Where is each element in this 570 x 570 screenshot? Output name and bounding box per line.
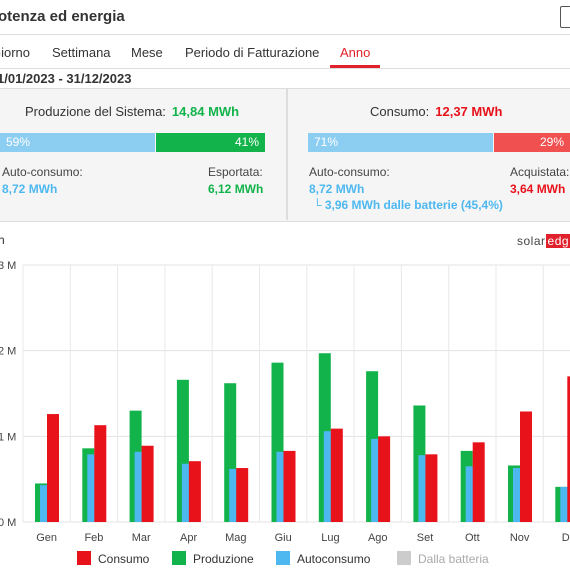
consumption-selfconsumption-label: Auto-consumo: bbox=[309, 165, 390, 179]
legend-produzione[interactable]: Produzione bbox=[172, 551, 254, 567]
period-tabs: Giorno Settimana Mese Periodo di Fattura… bbox=[0, 36, 570, 69]
production-selfconsumption-segment: 59% bbox=[0, 133, 155, 152]
legend-label-dalla-batteria: Dalla batteria bbox=[418, 552, 489, 566]
x-tick-label: Di bbox=[562, 532, 570, 544]
production-selfconsumption-label: Auto-consumo: bbox=[2, 165, 83, 179]
page-header: otenza ed energia bbox=[0, 0, 570, 35]
tab-anno[interactable]: Anno bbox=[340, 45, 371, 60]
bar-consumo-giu bbox=[283, 450, 296, 522]
x-tick-label: Feb bbox=[84, 532, 103, 544]
x-tick-label: Set bbox=[417, 532, 434, 544]
bar-consumo-ago bbox=[378, 436, 391, 522]
x-tick-label: Giu bbox=[275, 532, 292, 544]
bar-consumo-set bbox=[425, 454, 438, 522]
battery-contribution-note: └ 3,96 MWh dalle batterie (45,4%) bbox=[313, 198, 503, 212]
consumption-title: Consumo: bbox=[370, 104, 430, 119]
legend-swatch-autoconsumo bbox=[276, 551, 290, 565]
x-tick-label: Apr bbox=[180, 532, 197, 544]
y-tick-label: 0 M bbox=[0, 517, 16, 529]
x-tick-label: Lug bbox=[321, 532, 339, 544]
bar-consumo-mag bbox=[236, 468, 249, 522]
consumption-value: 12,37 MWh bbox=[435, 104, 503, 119]
energy-bar-chart: 0 M 1 M 2 M 3 M Gen Feb Mar Apr Mag Giu Lug Ago Set O… bbox=[0, 260, 570, 544]
bar-consumo-ott bbox=[472, 442, 485, 522]
tab-periodo-fatturazione[interactable]: Periodo di Fatturazione bbox=[185, 45, 320, 60]
production-selfconsumption-value: 8,72 MWh bbox=[2, 182, 58, 196]
production-title: Produzione del Sistema: bbox=[25, 104, 166, 119]
y-tick-label: 3 M bbox=[0, 260, 16, 272]
page-title: otenza ed energia bbox=[0, 8, 125, 25]
x-tick-label: Nov bbox=[510, 532, 530, 544]
x-tick-label: Ago bbox=[368, 532, 388, 544]
bar-consumo-feb bbox=[94, 425, 107, 522]
consumption-summary-title: Consumo: 12,37 MWh bbox=[370, 104, 502, 119]
x-tick-label: Mar bbox=[132, 532, 151, 544]
consumption-purchased-label: Acquistata: bbox=[510, 165, 570, 179]
x-tick-label: Ott bbox=[465, 532, 480, 544]
legend-swatch-consumo bbox=[77, 551, 91, 565]
active-tab-indicator bbox=[330, 65, 380, 68]
production-summary-title: Produzione del Sistema: 14,84 MWh bbox=[25, 104, 239, 119]
legend-autoconsumo[interactable]: Autoconsumo bbox=[276, 551, 370, 567]
tab-settimana[interactable]: Settimana bbox=[52, 45, 111, 60]
bar-consumo-nov bbox=[520, 411, 532, 522]
tab-mese[interactable]: Mese bbox=[131, 45, 163, 60]
legend-consumo[interactable]: Consumo bbox=[77, 551, 149, 567]
y-tick-label: 2 M bbox=[0, 346, 16, 358]
energy-summary: Produzione del Sistema: 14,84 MWh 59% 41%… bbox=[0, 88, 570, 222]
logo-text-solar: solar bbox=[517, 234, 546, 248]
bar-autoconsumo-di bbox=[560, 486, 570, 522]
consumption-bar: 71% 29% bbox=[308, 133, 570, 152]
bar-consumo-lug bbox=[330, 428, 343, 522]
bar-consumo-mar bbox=[141, 445, 154, 522]
bar-consumo-di bbox=[567, 376, 570, 522]
production-exported-value: 6,12 MWh bbox=[208, 182, 264, 196]
consumption-selfconsumption-value: 8,72 MWh bbox=[309, 182, 365, 196]
legend-dalla-batteria[interactable]: Dalla batteria bbox=[397, 551, 489, 567]
legend-swatch-produzione bbox=[172, 551, 186, 565]
legend-label-produzione: Produzione bbox=[193, 552, 254, 566]
tab-giorno[interactable]: Giorno bbox=[0, 45, 31, 60]
summary-divider bbox=[286, 88, 288, 220]
production-exported-label: Esportata: bbox=[208, 165, 263, 179]
legend-label-consumo: Consumo bbox=[98, 552, 150, 566]
bar-consumo-apr bbox=[188, 461, 201, 522]
x-tick-label: Gen bbox=[36, 532, 57, 544]
x-tick-label: Mag bbox=[225, 532, 246, 544]
legend-swatch-dalla-batteria bbox=[397, 551, 411, 565]
production-bar: 59% 41% bbox=[0, 133, 265, 152]
production-exported-segment: 41% bbox=[156, 133, 265, 152]
consumption-selfconsumption-segment: 71% bbox=[308, 133, 493, 152]
solaredge-logo: solar edg bbox=[517, 234, 570, 248]
bar-consumo-gen bbox=[47, 414, 59, 522]
legend-label-autoconsumo: Autoconsumo bbox=[297, 552, 371, 566]
logo-text-edge: edg bbox=[545, 234, 570, 248]
window-control[interactable] bbox=[560, 6, 570, 28]
consumption-purchased-segment: 29% bbox=[494, 133, 570, 152]
chart-unit-label: h bbox=[0, 233, 5, 247]
y-tick-label: 1 M bbox=[0, 431, 16, 443]
production-value: 14,84 MWh bbox=[171, 104, 240, 119]
date-range: 1/01/2023 - 31/12/2023 bbox=[0, 71, 132, 86]
consumption-purchased-value: 3,64 MWh bbox=[510, 182, 566, 196]
